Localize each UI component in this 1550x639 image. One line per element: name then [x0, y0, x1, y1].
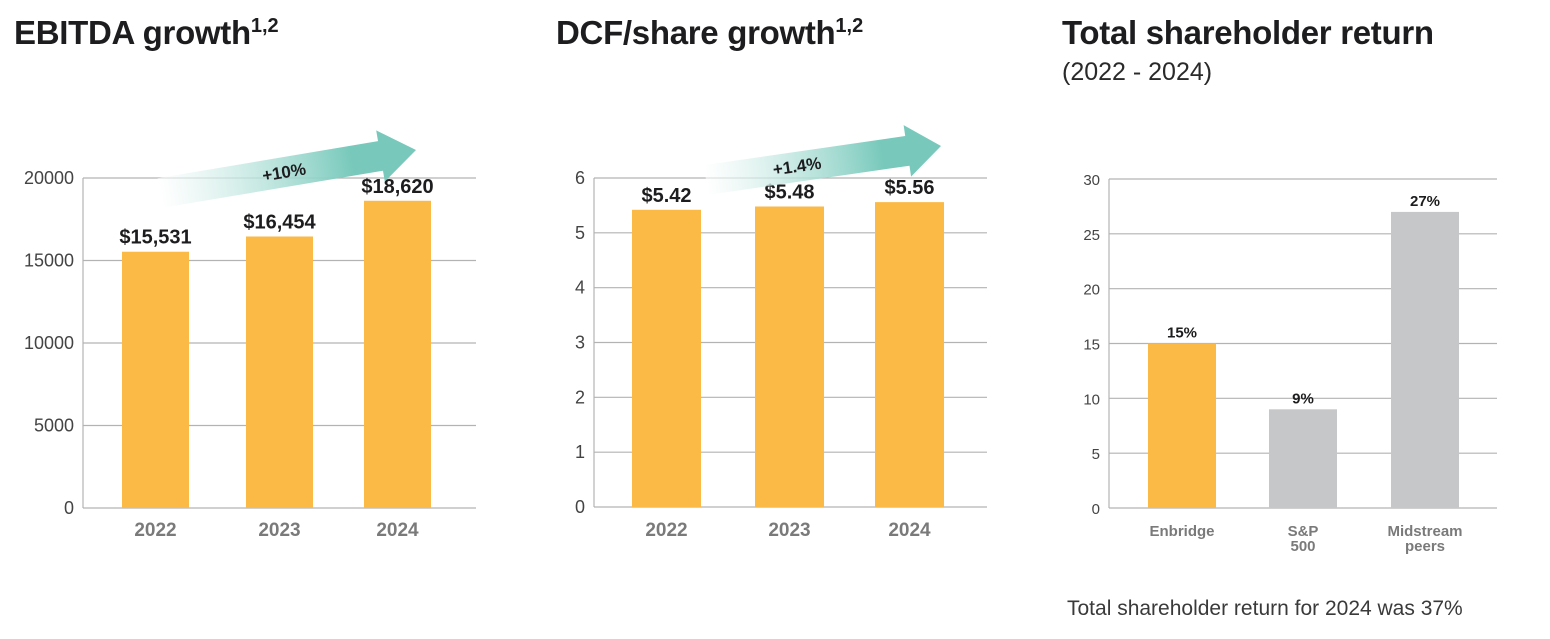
dcf-category-label: 2023 [768, 520, 810, 541]
ebitda-ytick-label: 10000 [24, 333, 74, 353]
dcf-ytick-label: 6 [575, 168, 585, 188]
ebitda-arrow-shape [157, 130, 416, 208]
ebitda-ytick-label: 5000 [34, 416, 74, 436]
ebitda-data-label: $16,454 [243, 212, 316, 234]
dcf-ytick-label: 0 [575, 497, 585, 517]
ebitda-category-label: 2022 [134, 520, 176, 541]
dcf-ytick-label: 5 [575, 223, 585, 243]
dcf-chart-title: DCF/share growth1,2 [556, 14, 863, 52]
tsr-chart-title: Total shareholder return [1062, 14, 1434, 51]
ebitda-category-label: 2024 [376, 520, 419, 541]
ebitda-bar [122, 251, 189, 508]
ebitda-title-text: EBITDA growth [14, 14, 251, 51]
dcf-title-footnote-ref: 1,2 [835, 15, 864, 37]
ebitda-growth-arrow-icon [157, 130, 416, 208]
tsr-category-label: S&P [1288, 523, 1319, 540]
ebitda-title-footnote-ref: 1,2 [250, 15, 279, 37]
tsr-category-label: peers [1405, 538, 1445, 555]
tsr-bar [1269, 409, 1337, 508]
dcf-ytick-label: 2 [575, 387, 585, 407]
tsr-chart-subtitle: (2022 - 2024) [1062, 58, 1213, 86]
tsr-ytick-label: 20 [1083, 282, 1100, 299]
ebitda-data-label: $18,620 [361, 176, 433, 198]
tsr-ytick-label: 15 [1083, 337, 1100, 354]
dcf-data-label: $5.42 [641, 185, 691, 207]
ebitda-category-label: 2023 [258, 520, 300, 541]
tsr-bar [1148, 343, 1216, 508]
tsr-ytick-label: 5 [1092, 446, 1100, 463]
tsr-data-label: 27% [1410, 193, 1440, 210]
dcf-ytick-label: 3 [575, 333, 585, 353]
ebitda-ytick-label: 20000 [24, 168, 74, 188]
tsr-category-label: Enbridge [1149, 523, 1214, 540]
dcf-ytick-label: 1 [575, 442, 585, 462]
tsr-ytick-label: 30 [1083, 172, 1100, 189]
ebitda-ytick-label: 15000 [24, 251, 74, 271]
dcf-bar [632, 209, 701, 507]
dcf-category-label: 2022 [645, 520, 687, 541]
tsr-footnote: Total shareholder return for 2024 was 37… [1067, 597, 1463, 620]
ebitda-ytick-label: 0 [64, 498, 74, 518]
tsr-ytick-label: 25 [1083, 227, 1100, 244]
dcf-arrow-shape [703, 125, 942, 195]
ebitda-data-label: $15,531 [119, 227, 191, 249]
tsr-data-label: 9% [1292, 390, 1314, 407]
dcf-growth-arrow-icon [703, 125, 942, 195]
ebitda-chart: 0 5000 10000 15000 20000 $15,531 2022 $16,454 20… [24, 130, 476, 541]
dcf-ytick-label: 4 [575, 278, 585, 298]
tsr-category-label: 500 [1290, 538, 1315, 555]
dcf-data-label: $5.48 [764, 182, 814, 204]
ebitda-bar [246, 236, 313, 508]
tsr-category-label: Midstream [1387, 523, 1462, 540]
tsr-ytick-label: 0 [1092, 501, 1100, 518]
dcf-data-label: $5.56 [884, 177, 934, 199]
dcf-category-label: 2024 [888, 520, 931, 541]
tsr-data-label: 15% [1167, 325, 1197, 342]
ebitda-bar [364, 200, 431, 508]
tsr-ytick-label: 10 [1083, 391, 1100, 408]
dcf-bar [755, 206, 824, 507]
ebitda-chart-title: EBITDA growth1,2 [14, 14, 279, 52]
tsr-bar [1391, 211, 1459, 508]
dcf-title-text: DCF/share growth [556, 14, 836, 51]
dcf-bar [875, 202, 944, 508]
